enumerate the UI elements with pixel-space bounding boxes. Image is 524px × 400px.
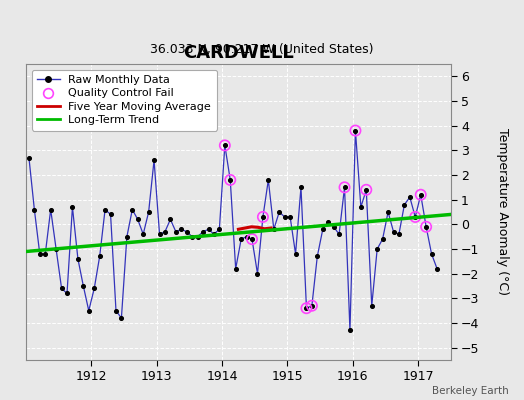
Point xyxy=(362,186,370,193)
Point xyxy=(226,177,234,183)
Point xyxy=(145,209,153,215)
Point xyxy=(248,236,256,242)
Point xyxy=(74,256,82,262)
Point xyxy=(378,236,387,242)
Point xyxy=(400,202,409,208)
Text: 36.033 N, 90.217 W (United States): 36.033 N, 90.217 W (United States) xyxy=(150,44,374,56)
Point xyxy=(362,186,370,193)
Point xyxy=(330,224,338,230)
Point xyxy=(324,219,332,225)
Point xyxy=(428,251,436,257)
Point xyxy=(302,305,311,311)
Point xyxy=(259,214,267,220)
Point xyxy=(248,236,256,242)
Legend: Raw Monthly Data, Quality Control Fail, Five Year Moving Average, Long-Term Tren: Raw Monthly Data, Quality Control Fail, … xyxy=(32,70,217,131)
Point xyxy=(221,142,229,149)
Point xyxy=(313,253,322,260)
Point xyxy=(63,290,71,297)
Point xyxy=(41,251,49,257)
Point xyxy=(134,216,142,222)
Point xyxy=(411,214,419,220)
Point xyxy=(58,285,66,292)
Point xyxy=(422,224,430,230)
Point xyxy=(84,308,93,314)
Point xyxy=(433,266,441,272)
Point xyxy=(308,302,316,309)
Point xyxy=(112,308,120,314)
Point xyxy=(128,206,136,213)
Point xyxy=(47,206,55,213)
Point xyxy=(253,270,261,277)
Title: CARDWELL: CARDWELL xyxy=(183,44,294,62)
Point xyxy=(280,214,289,220)
Point xyxy=(155,231,163,238)
Point xyxy=(101,206,110,213)
Point xyxy=(215,226,224,232)
Point xyxy=(351,127,359,134)
Point xyxy=(367,302,376,309)
Point xyxy=(30,206,39,213)
Point xyxy=(297,184,305,190)
Point xyxy=(177,226,185,232)
Point xyxy=(188,234,196,240)
Point xyxy=(357,204,365,210)
Text: Berkeley Earth: Berkeley Earth xyxy=(432,386,508,396)
Point xyxy=(221,142,229,149)
Point xyxy=(193,234,202,240)
Y-axis label: Temperature Anomaly (°C): Temperature Anomaly (°C) xyxy=(496,128,509,296)
Point xyxy=(123,234,131,240)
Point xyxy=(335,231,343,238)
Point xyxy=(308,302,316,309)
Point xyxy=(204,226,213,232)
Point xyxy=(210,231,218,238)
Point xyxy=(166,216,174,222)
Point xyxy=(150,157,158,164)
Point xyxy=(52,246,60,252)
Point xyxy=(417,192,425,198)
Point xyxy=(106,211,115,218)
Point xyxy=(373,246,381,252)
Point xyxy=(232,266,240,272)
Point xyxy=(319,226,327,232)
Point xyxy=(172,228,180,235)
Point xyxy=(36,251,44,257)
Point xyxy=(182,228,191,235)
Point xyxy=(411,214,419,220)
Point xyxy=(302,305,311,311)
Point xyxy=(270,226,278,232)
Point xyxy=(90,285,99,292)
Point xyxy=(275,209,283,215)
Point xyxy=(340,184,348,190)
Point xyxy=(25,154,33,161)
Point xyxy=(161,228,169,235)
Point xyxy=(422,224,430,230)
Point xyxy=(237,236,245,242)
Point xyxy=(259,214,267,220)
Point xyxy=(226,177,234,183)
Point xyxy=(117,315,126,321)
Point xyxy=(95,253,104,260)
Point xyxy=(68,204,77,210)
Point xyxy=(340,184,348,190)
Point xyxy=(395,231,403,238)
Point xyxy=(346,327,354,334)
Point xyxy=(139,231,147,238)
Point xyxy=(243,234,251,240)
Point xyxy=(406,194,414,200)
Point xyxy=(199,228,207,235)
Point xyxy=(79,283,88,289)
Point xyxy=(417,192,425,198)
Point xyxy=(389,228,398,235)
Point xyxy=(264,177,272,183)
Point xyxy=(286,214,294,220)
Point xyxy=(384,209,392,215)
Point xyxy=(351,127,359,134)
Point xyxy=(291,251,300,257)
